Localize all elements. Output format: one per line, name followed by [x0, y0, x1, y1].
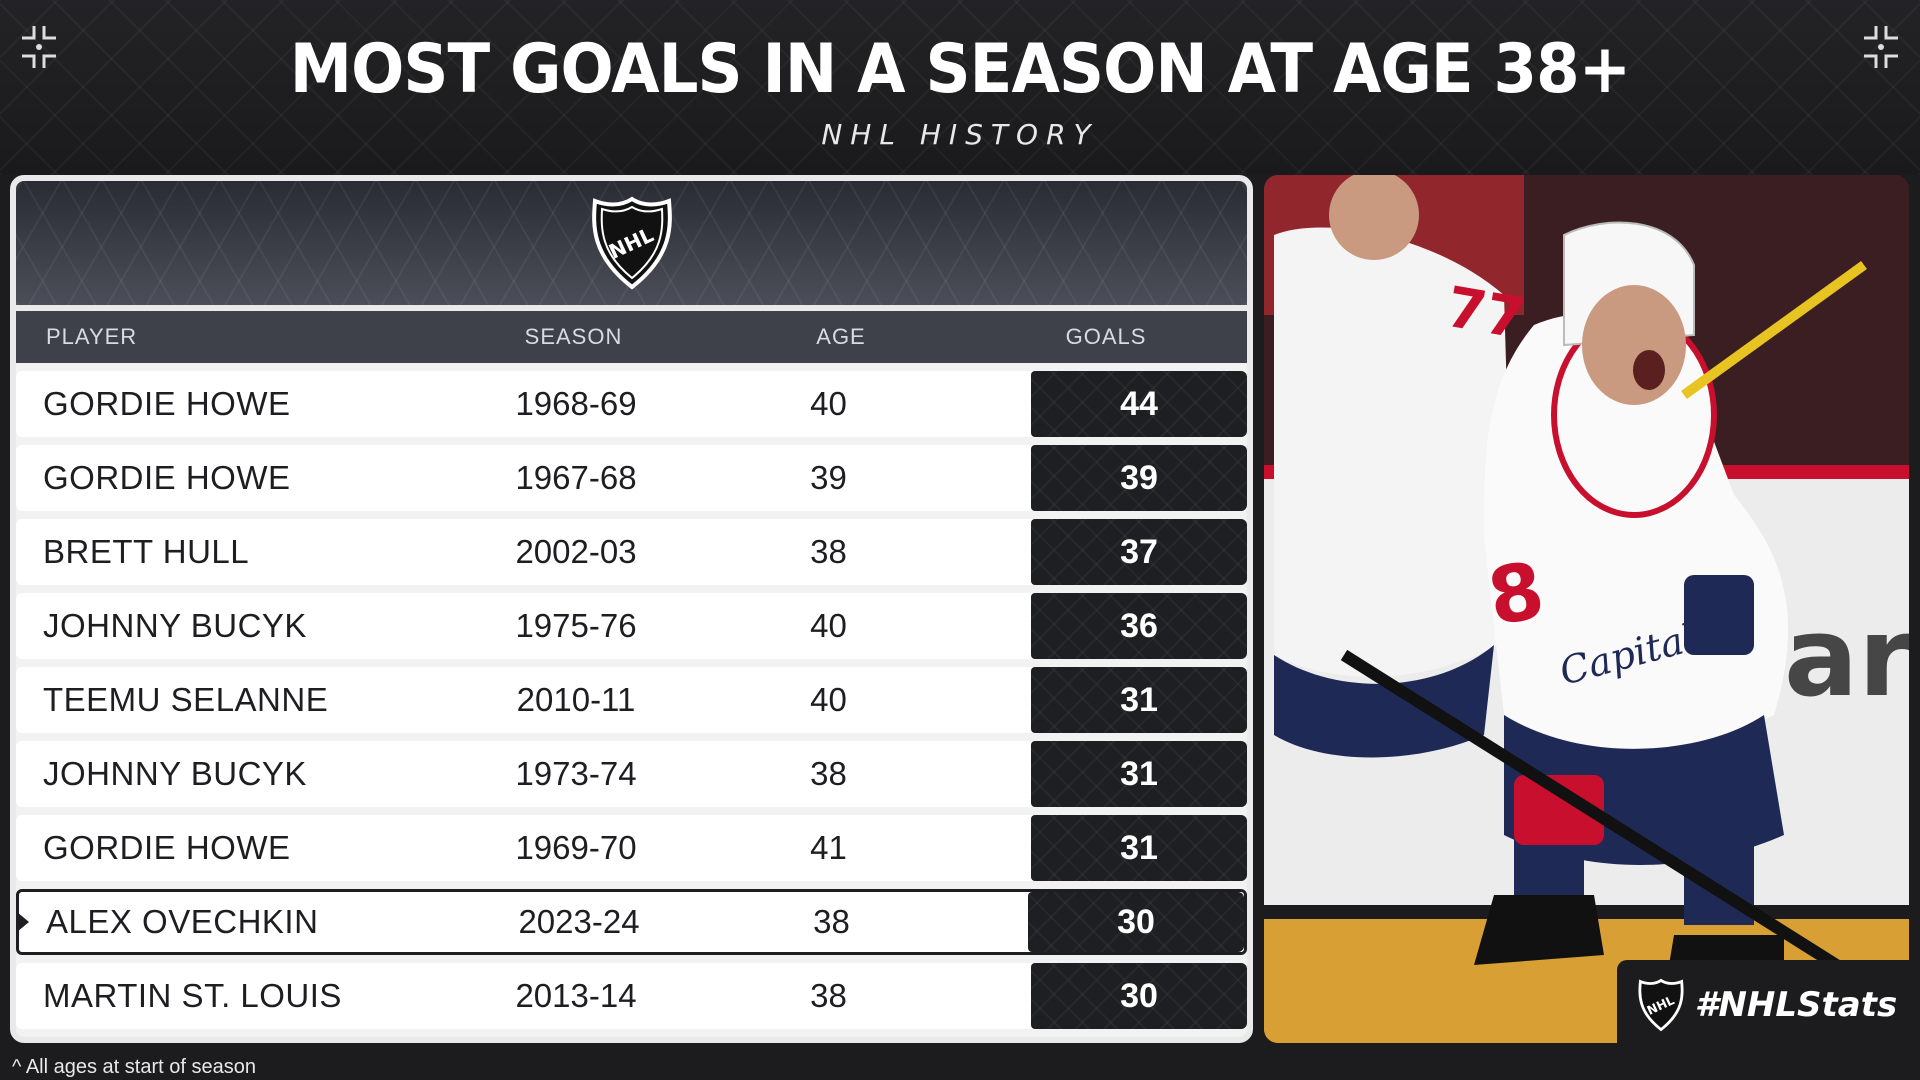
age-value: 38 — [810, 755, 847, 792]
stats-table: NHL PLAYER SEASON AGE GOALS GORDIE HOWE … — [10, 175, 1253, 1043]
nhl-shield-logo-icon: NHL — [1638, 978, 1684, 1032]
goals-value: 36 — [1031, 593, 1247, 659]
age-value: 38 — [813, 903, 850, 940]
table-row: BRETT HULL 2002-03 38 37 — [16, 519, 1247, 585]
age-value: 40 — [810, 385, 847, 422]
season-value: 1973-74 — [515, 755, 637, 792]
page-subtitle: NHL HISTORY — [821, 118, 1099, 151]
player-name: BRETT HULL — [43, 533, 250, 570]
player-name: JOHNNY BUCYK — [43, 607, 307, 644]
table-row: GORDIE HOWE 1969-70 41 31 — [16, 815, 1247, 881]
column-header-season: SEASON — [524, 324, 623, 349]
goals-value: 30 — [1028, 892, 1244, 952]
table-row: GORDIE HOWE 1968-69 40 44 — [16, 371, 1247, 437]
column-header-goals: GOALS — [1065, 324, 1147, 349]
svg-text:77: 77 — [1442, 275, 1530, 353]
hashtag-label: #NHLStats — [1694, 985, 1898, 1025]
goals-value: 39 — [1031, 445, 1247, 511]
goals-value: 30 — [1031, 963, 1247, 1029]
age-value: 40 — [810, 607, 847, 644]
player-name: TEEMU SELANNE — [43, 681, 329, 718]
table-row: JOHNNY BUCYK 1975-76 40 36 — [16, 593, 1247, 659]
season-value: 1969-70 — [515, 829, 637, 866]
goals-value: 31 — [1031, 815, 1247, 881]
table-row: MARTIN ST. LOUIS 2013-14 38 30 — [16, 963, 1247, 1029]
age-value: 38 — [810, 977, 847, 1014]
table-body: GORDIE HOWE 1968-69 40 44 GORDIE HOWE 19… — [16, 363, 1247, 1029]
table-row: GORDIE HOWE 1967-68 39 39 — [16, 445, 1247, 511]
hockey-player-illustration: ars 77 8 Capitals — [1264, 175, 1909, 1043]
column-header-player: PLAYER — [46, 324, 138, 349]
corner-crosshair-icon — [22, 26, 56, 68]
table-row: JOHNNY BUCYK 1973-74 38 31 — [16, 741, 1247, 807]
season-value: 1975-76 — [515, 607, 637, 644]
nhl-shield-logo-icon: NHL — [591, 196, 672, 290]
season-value: 1967-68 — [515, 459, 637, 496]
player-name: MARTIN ST. LOUIS — [43, 977, 342, 1014]
table-header-band: NHL — [16, 181, 1247, 311]
nhl-stats-badge: NHL #NHLStats — [1617, 960, 1917, 1050]
goals-value: 44 — [1031, 371, 1247, 437]
column-headers: PLAYER SEASON AGE GOALS — [16, 311, 1247, 363]
season-value: 1968-69 — [515, 385, 637, 422]
row-pointer-icon — [17, 912, 29, 932]
goals-value: 37 — [1031, 519, 1247, 585]
player-name: ALEX OVECHKIN — [46, 903, 319, 940]
season-value: 2010-11 — [516, 681, 636, 718]
corner-crosshair-icon — [1864, 26, 1898, 68]
player-name: GORDIE HOWE — [43, 459, 291, 496]
age-value: 38 — [810, 533, 847, 570]
season-value: 2013-14 — [515, 977, 637, 1014]
header-background — [0, 0, 1920, 175]
column-header-age: AGE — [816, 324, 866, 349]
player-name: JOHNNY BUCYK — [43, 755, 307, 792]
goals-value: 31 — [1031, 667, 1247, 733]
player-name: GORDIE HOWE — [43, 829, 291, 866]
goals-value: 31 — [1031, 741, 1247, 807]
age-value: 41 — [810, 829, 847, 866]
age-value: 40 — [810, 681, 847, 718]
player-photo: ars 77 8 Capitals — [1264, 175, 1909, 1043]
table-row-highlighted: ALEX OVECHKIN 2023-24 38 30 — [16, 889, 1247, 955]
footnote: ^ All ages at start of season — [12, 1056, 256, 1078]
page-title: MOST GOALS IN A SEASON AT AGE 38+ — [289, 30, 1631, 109]
season-value: 2023-24 — [518, 903, 640, 940]
table-row: TEEMU SELANNE 2010-11 40 31 — [16, 667, 1247, 733]
age-value: 39 — [810, 459, 847, 496]
season-value: 2002-03 — [515, 533, 637, 570]
player-name: GORDIE HOWE — [43, 385, 291, 422]
svg-text:ars: ars — [1784, 593, 1909, 721]
